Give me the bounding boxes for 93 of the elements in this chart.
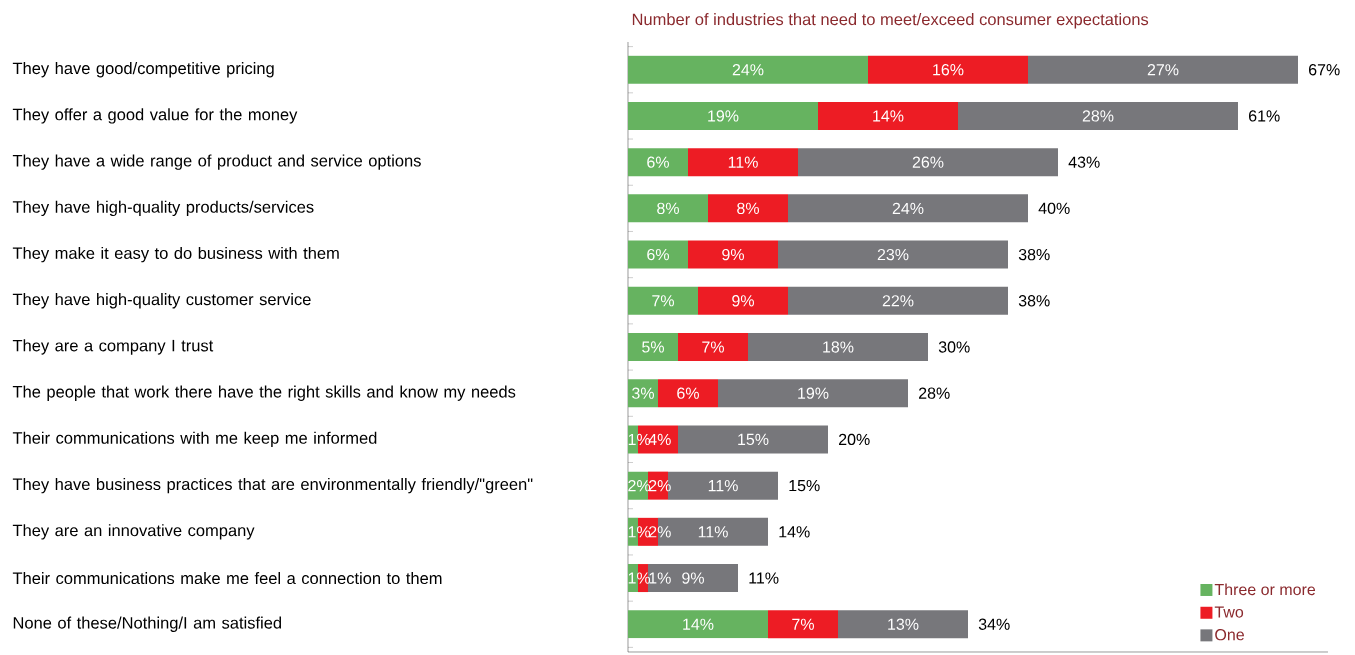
y-tick-label: They have a wide range of product and service options [12,154,421,170]
total-label: 28% [919,387,950,399]
total-label: 30% [938,341,970,353]
data-label: 7% [702,341,724,353]
bar [818,101,958,130]
data-label: 15% [738,433,769,446]
y-tick-label: Their communications with me keep me informed [12,431,377,448]
total-label: 38% [1018,295,1050,307]
y-tick-label: They have business practices that are environmentally friendly/"green" [12,477,533,494]
data-label: 5% [642,341,664,353]
data-label: 27% [1147,64,1179,76]
y-tick-label: They are an innovative company [12,524,255,540]
data-label: 4% [648,433,671,446]
data-label: 8% [657,202,679,215]
data-label: 9% [722,248,744,261]
bar [628,101,818,130]
legend-label: Three or more [1214,583,1316,596]
legend-label: Two [1214,606,1244,618]
bar [648,564,738,593]
data-label: 14% [873,110,904,122]
bar [798,148,1058,177]
total-label: 34% [978,618,1010,630]
total-label: 43% [1068,156,1100,168]
data-label: 8% [737,202,759,215]
bar [838,610,968,639]
data-label: 24% [892,202,924,214]
bar [788,194,1028,223]
legend-label: One [1215,629,1244,641]
total-label: 20% [839,433,870,446]
bar [678,333,748,361]
bar [778,240,1008,269]
data-label: 6% [647,248,669,261]
bar [628,286,698,315]
bar [958,101,1238,130]
data-label: 24% [732,64,764,76]
data-label: 2% [649,479,671,492]
data-label: 19% [708,110,739,122]
data-label: 14% [683,618,714,630]
data-label: 19% [798,387,829,399]
data-label: 1% [649,572,671,584]
total-label: 40% [1038,202,1070,215]
data-label: 26% [912,156,944,168]
bar [1028,55,1298,84]
total-label: 38% [1018,248,1050,261]
data-label: 11% [698,526,728,538]
data-label: 7% [792,618,814,630]
bar [868,55,1028,84]
data-label: 28% [1082,110,1114,122]
data-label: 11% [728,156,758,168]
data-label: 16% [933,64,964,76]
total-label: 11% [749,572,779,584]
bar [628,148,688,177]
chart-title: Number of industries that need to meet/exceed consumer expectations [632,13,1149,29]
bar [628,610,768,639]
y-tick-label: They have high-quality products/services [12,200,314,217]
bar [748,333,928,361]
total-label: 14% [779,526,810,538]
data-label: 9% [732,295,754,307]
bar [628,240,688,269]
y-tick-label: Their communications make me feel a connection to them [12,572,442,585]
data-label: 3% [632,387,654,399]
bar [768,610,838,639]
total-label: 15% [789,479,820,492]
bar [688,148,798,177]
bar [628,194,708,223]
y-tick-label: They are a company I trust [12,339,214,355]
data-label: 18% [823,341,854,353]
data-label: 9% [682,572,704,584]
data-label: 13% [888,618,919,630]
y-tick-label: They offer a good value for the money [12,108,298,124]
total-label: 61% [1249,110,1280,122]
bar [708,194,788,223]
bar [698,286,788,315]
y-tick-label: They make it easy to do business with them [12,246,339,263]
data-label: 6% [647,156,669,168]
data-label: 6% [677,387,699,399]
data-label: 23% [877,248,909,261]
y-tick-label: The people that work there have the right skills and know my needs [12,385,516,401]
y-tick-label: They have good/competitive pricing [12,62,274,78]
y-tick-label: None of these/Nothing/I am satisfied [13,616,282,632]
data-label: 11% [708,480,738,492]
bar [788,286,1008,315]
y-tick-label: They have high-quality customer service [12,293,311,309]
bar [718,379,908,408]
bar [628,55,868,84]
bar [678,425,828,454]
bar [658,379,718,408]
total-label: 67% [1309,64,1340,76]
bar [688,240,778,269]
data-label: 22% [882,295,914,307]
bar [628,333,678,361]
bar [628,379,658,408]
data-label: 7% [652,295,674,307]
